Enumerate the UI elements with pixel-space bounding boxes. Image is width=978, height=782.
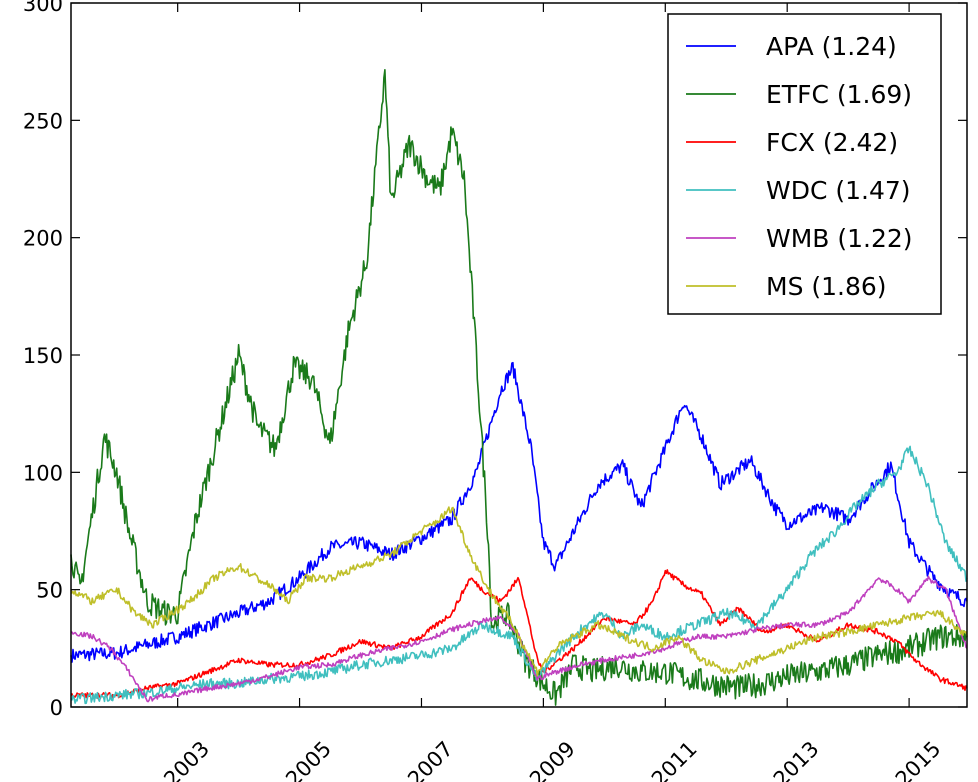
x-tick-label: 2015 (891, 737, 946, 782)
legend-label-3: FCX (2.42) (766, 128, 898, 157)
legend-label-4: WDC (1.47) (766, 176, 911, 205)
y-tick-label: 200 (23, 227, 63, 251)
series-line-1 (70, 361, 968, 663)
series-line-3 (70, 569, 968, 699)
x-tick-label: 2013 (769, 737, 824, 782)
x-tick-label: 2003 (159, 737, 214, 782)
series-layer (70, 69, 968, 706)
x-tick-label: 2005 (281, 737, 336, 782)
legend: APA (1.24) ETFC (1.69) FCX (2.42) WDC (1.47… (667, 13, 942, 315)
series-line-2 (70, 69, 968, 706)
y-tick-label: 300 (23, 0, 63, 16)
y-tick-label: 100 (23, 461, 63, 485)
x-tick-label: 2009 (525, 737, 580, 782)
y-tick-label: 150 (23, 344, 63, 368)
series-line-5 (70, 575, 968, 703)
y-tick-label: 250 (23, 109, 63, 133)
legend-label-5: WMB (1.22) (766, 224, 913, 253)
x-tick-label: 2011 (647, 737, 702, 782)
y-tick-label: 50 (36, 579, 63, 603)
x-tick-label: 2007 (403, 737, 458, 782)
y-tick-label: 0 (50, 696, 63, 720)
legend-label-1: APA (1.24) (766, 32, 897, 61)
legend-box (667, 13, 942, 315)
series-line-6 (70, 506, 968, 677)
legend-label-2: ETFC (1.69) (766, 80, 912, 109)
legend-label-6: MS (1.86) (766, 272, 887, 301)
